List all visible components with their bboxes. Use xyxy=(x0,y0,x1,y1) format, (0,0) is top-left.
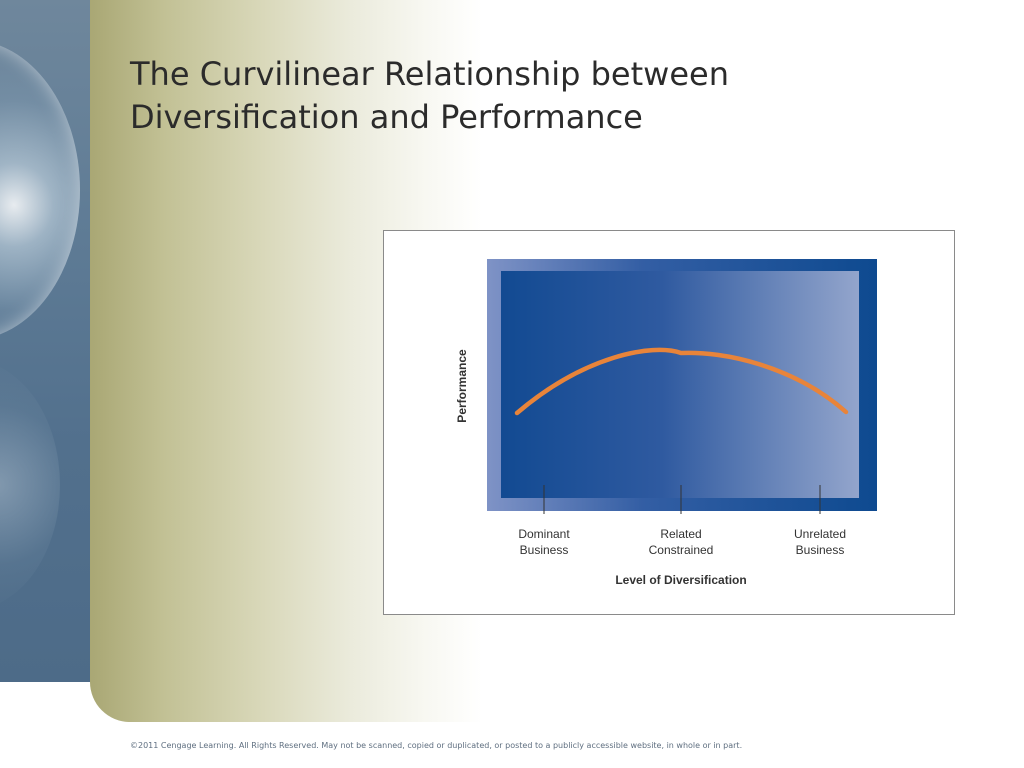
copyright-footer: ©2011 Cengage Learning. All Rights Reser… xyxy=(130,741,743,750)
x-category-label-3-line-2: Business xyxy=(796,543,845,557)
performance-curve xyxy=(514,347,849,416)
glass-globe-reflection xyxy=(0,360,60,610)
slide-title-line-2: Diversification and Performance xyxy=(130,98,643,136)
x-category-label-2-line-2: Constrained xyxy=(649,543,714,557)
plot-area xyxy=(501,271,859,498)
x-category-label-2-line-1: Related xyxy=(660,527,701,541)
x-axis-label: Level of Diversification xyxy=(615,573,746,587)
curvilinear-chart: Dominant Business Related Constrained Unrela… xyxy=(455,259,877,587)
y-axis-label: Performance xyxy=(455,349,469,423)
left-decor-panel xyxy=(0,0,90,682)
glass-globe-image xyxy=(0,40,80,340)
slide-title-line-1: The Curvilinear Relationship between xyxy=(130,55,729,93)
x-category-label-1-line-2: Business xyxy=(520,543,569,557)
x-category-label-3-line-1: Unrelated xyxy=(794,527,846,541)
x-category-label-1-line-1: Dominant xyxy=(518,527,570,541)
slide-title: The Curvilinear Relationship between Div… xyxy=(130,53,950,139)
chart-frame: Dominant Business Related Constrained Unrela… xyxy=(383,230,955,615)
